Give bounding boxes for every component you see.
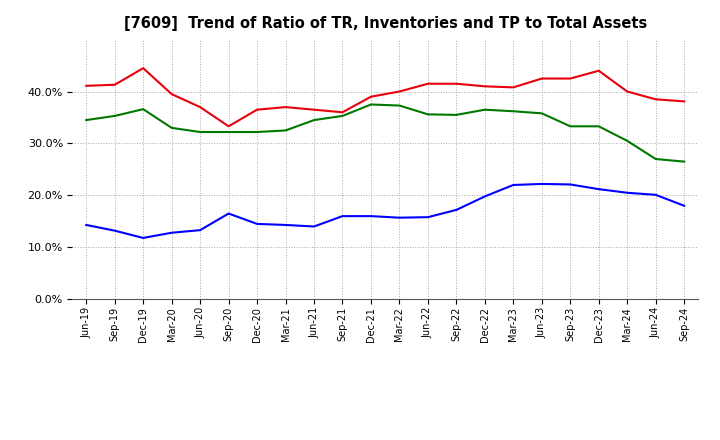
Inventories — [338, 213, 347, 219]
Trade Receivables — [452, 81, 461, 86]
Trade Payables — [82, 117, 91, 123]
Trade Receivables — [480, 84, 489, 89]
Inventories — [652, 192, 660, 198]
Inventories — [452, 207, 461, 213]
Inventories — [225, 211, 233, 216]
Line: Trade Receivables: Trade Receivables — [86, 68, 684, 126]
Inventories — [282, 222, 290, 227]
Inventories — [110, 228, 119, 233]
Trade Receivables — [423, 81, 432, 86]
Trade Receivables — [139, 66, 148, 71]
Trade Receivables — [509, 85, 518, 90]
Inventories — [82, 222, 91, 227]
Trade Payables — [566, 124, 575, 129]
Trade Receivables — [537, 76, 546, 81]
Trade Receivables — [82, 83, 91, 88]
Trade Payables — [167, 125, 176, 131]
Trade Payables — [282, 128, 290, 133]
Trade Payables — [652, 156, 660, 161]
Line: Inventories: Inventories — [86, 184, 684, 238]
Trade Receivables — [395, 89, 404, 94]
Inventories — [623, 190, 631, 195]
Trade Payables — [110, 113, 119, 118]
Trade Payables — [395, 103, 404, 108]
Trade Receivables — [623, 89, 631, 94]
Inventories — [196, 227, 204, 233]
Inventories — [395, 215, 404, 220]
Inventories — [253, 221, 261, 227]
Inventories — [139, 235, 148, 241]
Inventories — [366, 213, 375, 219]
Trade Receivables — [310, 107, 318, 112]
Trade Receivables — [253, 107, 261, 112]
Trade Receivables — [680, 99, 688, 104]
Trade Receivables — [595, 68, 603, 73]
Trade Payables — [480, 107, 489, 112]
Trade Receivables — [652, 97, 660, 102]
Inventories — [167, 230, 176, 235]
Trade Payables — [225, 129, 233, 135]
Trade Receivables — [110, 82, 119, 88]
Trade Payables — [310, 117, 318, 123]
Inventories — [680, 203, 688, 209]
Trade Receivables — [225, 124, 233, 129]
Trade Receivables — [338, 110, 347, 115]
Trade Payables — [452, 112, 461, 117]
Trade Payables — [623, 138, 631, 143]
Trade Payables — [338, 113, 347, 118]
Trade Payables — [253, 129, 261, 135]
Trade Payables — [680, 159, 688, 164]
Trade Receivables — [167, 92, 176, 97]
Inventories — [423, 215, 432, 220]
Trade Receivables — [196, 104, 204, 110]
Inventories — [480, 194, 489, 199]
Inventories — [595, 187, 603, 192]
Trade Payables — [509, 109, 518, 114]
Trade Receivables — [566, 76, 575, 81]
Trade Receivables — [366, 94, 375, 99]
Trade Payables — [537, 111, 546, 116]
Trade Payables — [366, 102, 375, 107]
Trade Payables — [139, 106, 148, 112]
Inventories — [310, 224, 318, 229]
Trade Payables — [196, 129, 204, 135]
Inventories — [566, 182, 575, 187]
Inventories — [537, 181, 546, 187]
Line: Trade Payables: Trade Payables — [86, 104, 684, 161]
Trade Payables — [423, 112, 432, 117]
Trade Receivables — [282, 104, 290, 110]
Inventories — [509, 182, 518, 187]
Title: [7609]  Trend of Ratio of TR, Inventories and TP to Total Assets: [7609] Trend of Ratio of TR, Inventories… — [124, 16, 647, 32]
Trade Payables — [595, 124, 603, 129]
